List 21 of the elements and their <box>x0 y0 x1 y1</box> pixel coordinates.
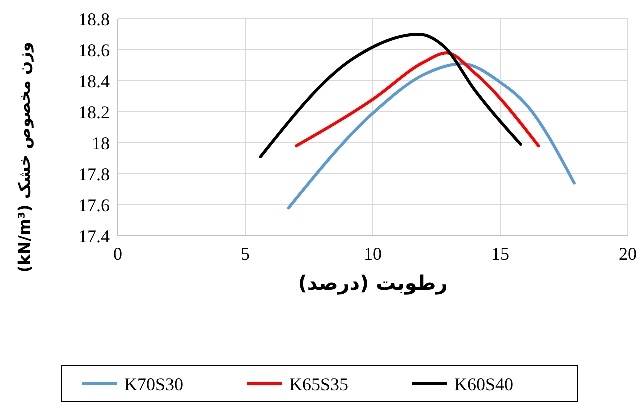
y-tick-label: 18.2 <box>78 102 110 122</box>
x-tick-label: 15 <box>492 244 510 264</box>
legend-label: K65S35 <box>290 374 349 394</box>
y-axis-title: وزن مخصوص خشک (kN/m³) <box>15 42 34 273</box>
line-series <box>295 52 540 148</box>
y-tick-label: 17.4 <box>78 226 110 246</box>
y-tick-label: 18.8 <box>78 9 110 30</box>
x-axis-title: رطوبت (درصد) <box>298 271 448 295</box>
y-tick-label: 17.8 <box>78 164 110 184</box>
x-tick-label: 5 <box>241 244 250 264</box>
line-series <box>259 33 522 158</box>
legend-label: K60S40 <box>454 374 514 394</box>
y-tick-label: 18.4 <box>78 71 110 92</box>
x-tick-label: 0 <box>114 244 122 264</box>
line-series <box>287 62 576 210</box>
y-tick-label: 17.6 <box>78 195 110 216</box>
y-tick-label: 18.6 <box>78 40 110 60</box>
y-tick-label: 18 <box>92 133 110 154</box>
x-tick-label: 20 <box>619 244 637 264</box>
x-tick-label: 10 <box>364 244 382 264</box>
legend-label: K70S30 <box>124 374 184 394</box>
